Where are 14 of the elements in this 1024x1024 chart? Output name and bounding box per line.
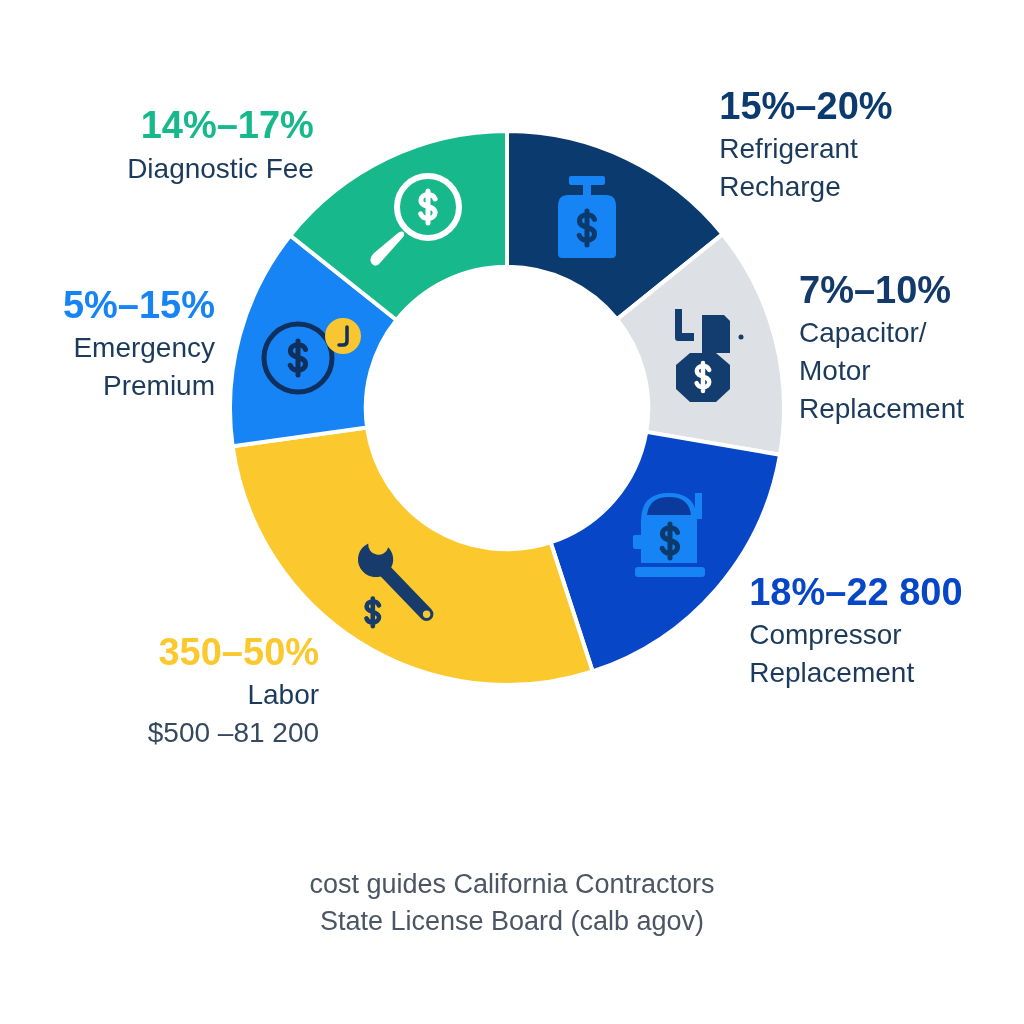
text: $500 –81 200 [147, 717, 320, 749]
text: 5%–15% [62, 284, 215, 327]
slice-label: Labor [247, 679, 320, 711]
text: 350–50% [158, 630, 320, 673]
text: 14%–17% [140, 104, 314, 147]
slice-label: Emergency Premium [73, 332, 215, 402]
text: 18%–22 800 [749, 570, 963, 613]
text: 7%–10% [799, 268, 952, 311]
slice-label: Diagnostic Fee [127, 152, 314, 184]
slice-label: Compressor Replacement [749, 618, 915, 688]
text: 15%–20% [719, 85, 893, 128]
text: cost guides California Contractors State License Board (calb agov) [308, 868, 716, 938]
slice-label: Capacitor/Motor Replacement [799, 317, 965, 425]
slice-label: Refrigerant Recharge [719, 133, 859, 203]
